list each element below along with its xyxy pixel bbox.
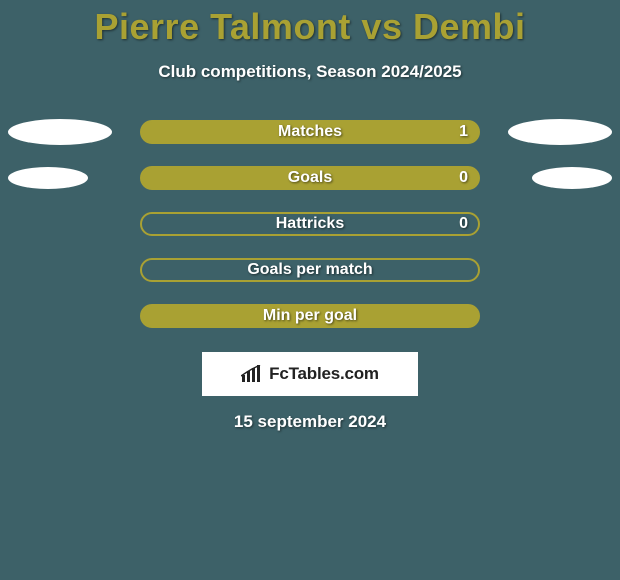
stat-row: Hattricks0 (0, 212, 620, 236)
bar-chart-icon (241, 365, 263, 383)
stat-row: Matches1 (0, 120, 620, 144)
stat-row: Goals per match (0, 258, 620, 282)
stat-bar: Hattricks0 (140, 212, 480, 236)
logo-box: FcTables.com (202, 352, 418, 396)
infographic-root: Pierre Talmont vs Dembi Club competition… (0, 0, 620, 580)
date-text: 15 september 2024 (0, 412, 620, 432)
stat-value: 0 (459, 169, 468, 187)
player-ellipse-left (8, 167, 88, 189)
stat-value: 0 (459, 215, 468, 233)
stat-label: Goals (142, 169, 478, 187)
stat-bar: Goals0 (140, 166, 480, 190)
stat-label: Hattricks (142, 215, 478, 233)
stat-label: Matches (142, 123, 478, 141)
stat-label: Goals per match (142, 261, 478, 279)
player-ellipse-right (508, 119, 612, 145)
stat-value: 1 (459, 123, 468, 141)
page-subtitle: Club competitions, Season 2024/2025 (0, 62, 620, 82)
logo-text: FcTables.com (269, 364, 379, 384)
stat-row: Min per goal (0, 304, 620, 328)
stat-rows: Matches1Goals0Hattricks0Goals per matchM… (0, 120, 620, 328)
player-ellipse-left (8, 119, 112, 145)
stat-bar: Matches1 (140, 120, 480, 144)
stat-label: Min per goal (142, 307, 478, 325)
stat-bar: Goals per match (140, 258, 480, 282)
page-title: Pierre Talmont vs Dembi (0, 0, 620, 48)
player-ellipse-right (532, 167, 612, 189)
stat-row: Goals0 (0, 166, 620, 190)
stat-bar: Min per goal (140, 304, 480, 328)
